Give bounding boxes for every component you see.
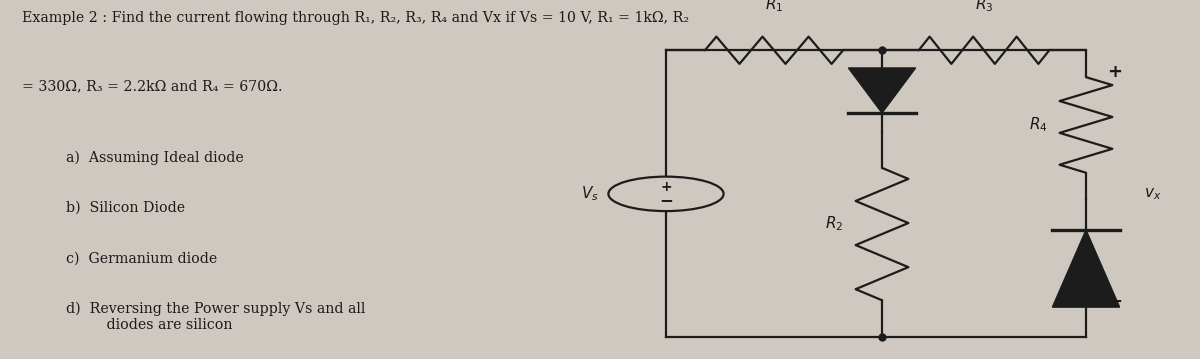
Text: c)  Germanium diode: c) Germanium diode xyxy=(66,251,217,265)
Text: +: + xyxy=(1108,63,1123,81)
Text: $R_3$: $R_3$ xyxy=(974,0,994,14)
Polygon shape xyxy=(1052,230,1120,307)
Text: $R_4$: $R_4$ xyxy=(1028,116,1048,134)
Text: d)  Reversing the Power supply Vs and all
         diodes are silicon: d) Reversing the Power supply Vs and all… xyxy=(66,302,365,332)
Text: b)  Silicon Diode: b) Silicon Diode xyxy=(66,201,185,215)
Text: = 330Ω, R₃ = 2.2kΩ and R₄ = 670Ω.: = 330Ω, R₃ = 2.2kΩ and R₄ = 670Ω. xyxy=(22,79,282,93)
Text: −: − xyxy=(659,191,673,209)
Text: a)  Assuming Ideal diode: a) Assuming Ideal diode xyxy=(66,151,244,165)
Text: $R_1$: $R_1$ xyxy=(764,0,784,14)
Text: −: − xyxy=(1108,293,1123,311)
Text: +: + xyxy=(660,180,672,194)
Text: Example 2 : Find the current flowing through R₁, R₂, R₃, R₄ and Vx if Vs = 10 V,: Example 2 : Find the current flowing thr… xyxy=(22,11,689,25)
Text: $v_x$: $v_x$ xyxy=(1144,186,1160,202)
Text: $V_s$: $V_s$ xyxy=(581,185,599,203)
Polygon shape xyxy=(848,68,916,113)
Text: $R_2$: $R_2$ xyxy=(826,214,844,233)
